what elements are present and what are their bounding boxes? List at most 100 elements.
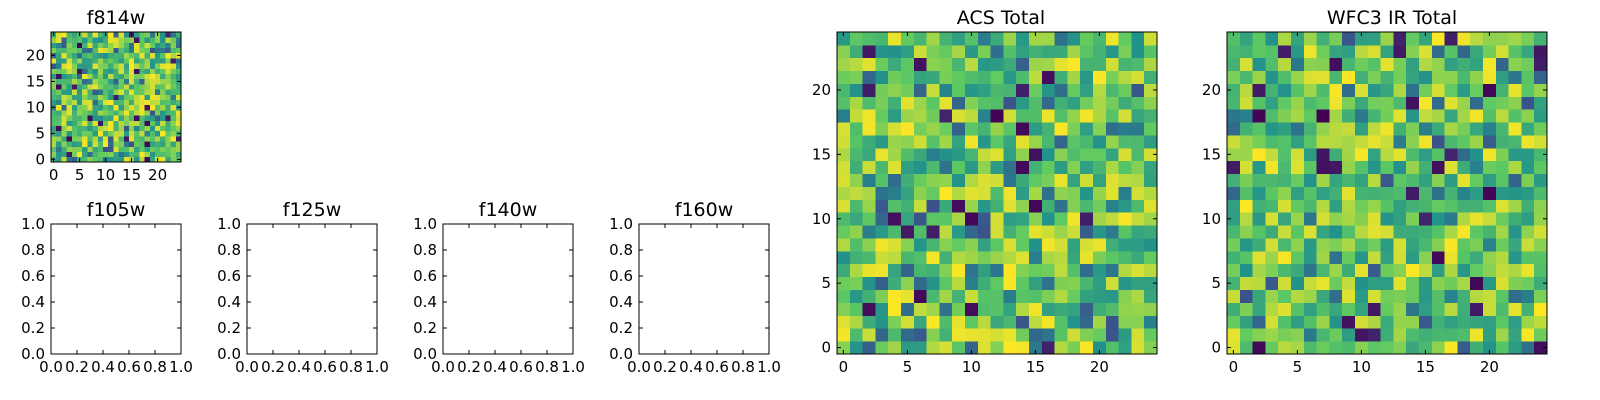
heatmap-cell: [155, 68, 161, 74]
heatmap-cell: [888, 302, 902, 316]
heatmap-cell: [1444, 289, 1458, 303]
heatmap-cell: [939, 225, 953, 239]
heatmap-cell: [129, 89, 135, 95]
heatmap-cell: [165, 89, 171, 95]
y-tick-label: 0.0: [21, 345, 45, 363]
heatmap-cell: [952, 83, 966, 97]
heatmap-cell: [77, 94, 83, 100]
heatmap-cell: [926, 147, 940, 162]
heatmap-cell: [1444, 225, 1458, 239]
heatmap-cell: [1367, 173, 1381, 187]
x-tick-label: 1.0: [757, 358, 781, 376]
heatmap-cell: [1291, 199, 1305, 213]
heatmap-cell: [1003, 160, 1017, 175]
heatmap-cell: [1534, 315, 1548, 329]
heatmap-cell: [862, 96, 876, 110]
heatmap-cell: [1278, 186, 1292, 200]
heatmap-cell: [888, 289, 902, 303]
heatmap-cell: [1393, 315, 1407, 329]
heatmap-cell: [134, 68, 140, 74]
y-tick-label: 0: [1211, 339, 1221, 357]
heatmap-cell: [123, 99, 130, 106]
heatmap-cell: [92, 52, 99, 59]
heatmap-cell: [61, 130, 67, 137]
heatmap-cell: [1508, 289, 1522, 303]
x-tick-label: 1.0: [365, 358, 389, 376]
heatmap-cell: [129, 37, 135, 43]
heatmap-cell: [61, 89, 67, 95]
heatmap-cell: [1393, 328, 1407, 342]
heatmap-cell: [1093, 32, 1107, 46]
heatmap-cell: [123, 94, 130, 100]
heatmap-cell: [1093, 276, 1107, 290]
heatmap-cell: [170, 78, 177, 85]
heatmap-cell: [82, 63, 88, 69]
heatmap-cell: [913, 263, 927, 278]
heatmap-cell: [71, 52, 78, 59]
heatmap-cell: [160, 52, 166, 59]
heatmap-cell: [952, 122, 966, 136]
heatmap-cell: [1342, 32, 1356, 46]
heatmap-cell: [952, 44, 966, 59]
heatmap-cell: [1367, 135, 1381, 149]
heatmap-cell: [849, 160, 863, 175]
heatmap-cell: [1342, 57, 1356, 72]
heatmap-cell: [123, 130, 130, 137]
heatmap-cell: [1393, 212, 1407, 226]
heatmap-cell: [1252, 302, 1266, 316]
heatmap-cell: [1118, 315, 1132, 329]
heatmap-cell: [66, 94, 73, 100]
heatmap-cell: [129, 130, 135, 137]
heatmap-cell: [1131, 109, 1145, 123]
x-tick-label: 0.0: [627, 358, 651, 376]
heatmap-cell: [134, 37, 140, 43]
heatmap-cell: [1278, 225, 1292, 239]
heatmap-cell: [108, 42, 114, 48]
heatmap-cell: [1393, 44, 1407, 59]
heatmap-cell: [1355, 289, 1369, 303]
heatmap-cell: [1457, 32, 1471, 46]
heatmap-cell: [1041, 289, 1055, 303]
heatmap-cell: [1419, 238, 1433, 252]
heatmap-cell: [1521, 250, 1535, 265]
heatmap-cell: [977, 289, 991, 303]
heatmap-cell: [1227, 109, 1241, 123]
heatmap-cell: [1508, 225, 1522, 239]
heatmap-cell: [103, 110, 109, 116]
heatmap-cell: [1144, 96, 1158, 110]
heatmap-cell: [1303, 96, 1317, 110]
heatmap-cell: [1105, 302, 1119, 316]
heatmap-cell: [175, 58, 182, 64]
heatmap-cell: [1105, 96, 1119, 110]
heatmap-cell: [77, 104, 83, 111]
heatmap-cell: [875, 122, 889, 136]
heatmap-cell: [1470, 212, 1484, 226]
heatmap-cell: [913, 225, 927, 239]
heatmap-cell: [977, 32, 991, 46]
heatmap-cell: [165, 73, 171, 80]
heatmap-cell: [1342, 44, 1356, 59]
heatmap-cell: [134, 47, 140, 54]
y-tick-label: 0.4: [609, 293, 633, 311]
heatmap-cell: [913, 276, 927, 290]
heatmap-cell: [1367, 328, 1381, 342]
heatmap-cell: [875, 212, 889, 226]
heatmap-cell: [51, 110, 57, 116]
heatmap-cell: [165, 99, 171, 106]
x-tick-label: 0: [49, 166, 59, 184]
heatmap-cell: [862, 173, 876, 187]
heatmap-cell: [1131, 186, 1145, 200]
heatmap-cell: [71, 37, 78, 43]
heatmap-cell: [1316, 199, 1330, 213]
heatmap-cell: [1265, 147, 1279, 162]
heatmap-cell: [1495, 199, 1509, 213]
heatmap-cell: [1144, 70, 1158, 84]
y-tick-label: 5: [35, 124, 45, 142]
heatmap-cell: [1508, 32, 1522, 46]
heatmap-cell: [1118, 212, 1132, 226]
heatmap-cell: [1144, 302, 1158, 316]
heatmap-cell: [1342, 212, 1356, 226]
heatmap-cell: [82, 73, 88, 80]
heatmap-cell: [149, 58, 156, 64]
heatmap-cell: [837, 302, 851, 316]
